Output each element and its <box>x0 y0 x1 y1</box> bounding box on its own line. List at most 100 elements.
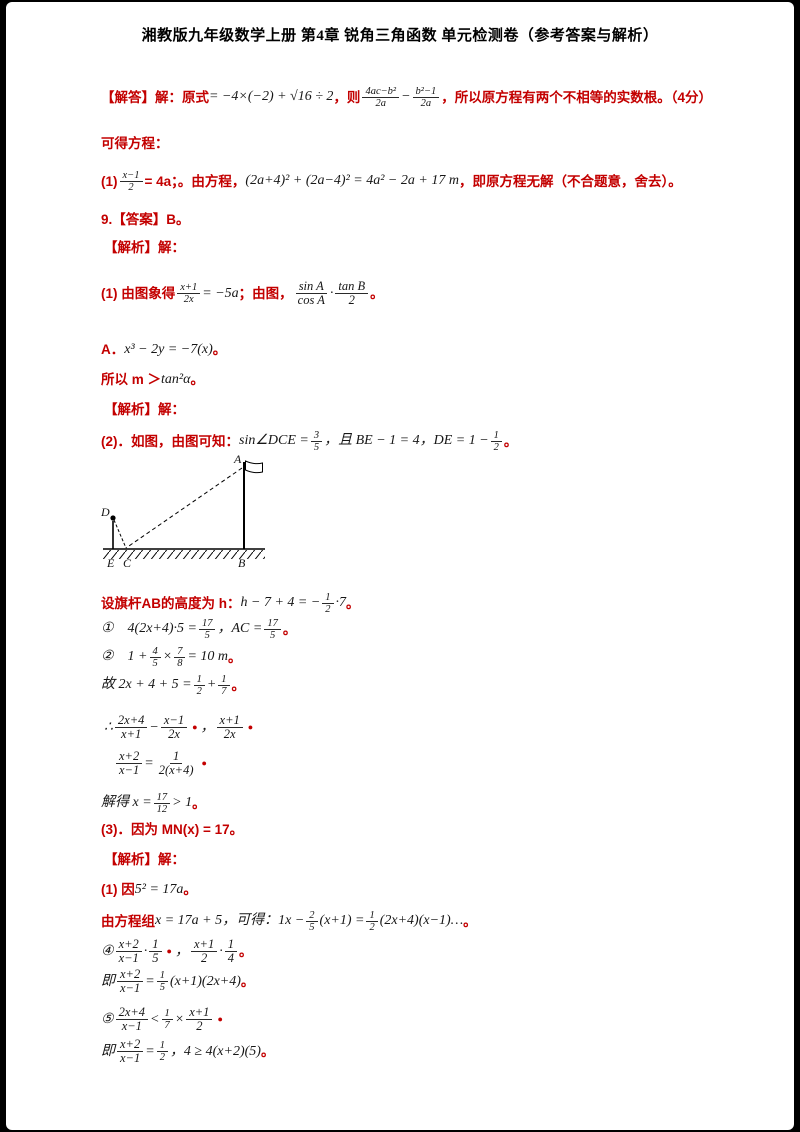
math-text: (2x+4)(x−1)… <box>379 913 464 929</box>
fraction: x+1 2 <box>186 1005 213 1033</box>
document-page: 湘教版九年级数学上册 第4章 锐角三角函数 单元检测卷（参考答案与解析） 【解答… <box>6 2 794 1130</box>
answer-text: 。 <box>370 285 384 301</box>
fraction-numerator: 1 <box>218 674 230 687</box>
solution-line: 可得方程： <box>101 136 169 152</box>
fraction-denominator: 5 <box>309 922 315 934</box>
fraction-denominator: x−1 <box>118 951 139 966</box>
fraction: 17 12 <box>153 792 171 816</box>
fraction-denominator: x−1 <box>121 1019 142 1034</box>
math-text: ，4 ≥ 4(x+2)(5) <box>169 1043 261 1059</box>
solution-line: 解得 x = 17 12 > 1。 <box>101 792 206 815</box>
fraction-numerator: x+2 <box>117 1037 144 1053</box>
fraction-numerator: 17 <box>153 792 171 805</box>
fraction-numerator: 1 <box>156 970 168 983</box>
math-text: ， <box>200 719 215 735</box>
fraction-numerator: x+1 <box>186 1005 213 1021</box>
math-text: = 10 m <box>187 649 229 665</box>
fraction-numerator: 1 <box>193 674 205 687</box>
fraction-numerator: sin A <box>295 279 327 295</box>
math-text: ① 4(2x+4)·5 = <box>101 621 197 637</box>
answer-text: 。 <box>238 943 253 959</box>
answer-text: (3)．因为 MN(x) = 17。 <box>101 822 244 837</box>
fraction: x+2 x−1 <box>115 937 142 966</box>
math-text: tan²α <box>161 372 191 387</box>
fraction-numerator: 4ac−b² <box>362 86 400 99</box>
fraction-denominator: 5 <box>159 982 165 994</box>
math-text: = <box>144 755 154 771</box>
fraction-numerator: x−1 <box>160 713 188 729</box>
fraction-denominator: x−1 <box>119 763 140 778</box>
solution-line: ① 4(2x+4)·5 = 17 5 ，AC = 17 5。 <box>101 618 296 641</box>
fraction-denominator: 5 <box>313 442 320 454</box>
fraction-numerator: 4 <box>149 646 161 659</box>
fraction-denominator: 2(x+4) <box>158 763 194 778</box>
fraction-numerator: x+1 <box>216 713 243 729</box>
flag-icon <box>245 460 263 474</box>
document-title: 湘教版九年级数学上册 第4章 锐角三角函数 单元检测卷（参考答案与解析） <box>141 28 659 44</box>
fraction-numerator: x+2 <box>115 937 142 953</box>
answer-text: 。 <box>228 649 242 665</box>
step-marker-dot: ● <box>217 1014 223 1025</box>
solution-line: 即 x+2 x−1 = 1 5 (x+1)(2x+4)。 <box>101 967 254 995</box>
math-text: = <box>145 973 155 989</box>
fraction: 4ac−b² 2a <box>362 86 400 109</box>
fraction-numerator: 1 <box>149 937 162 953</box>
fraction: b²−1 2a <box>412 86 440 109</box>
math-text: 即 <box>101 1043 115 1059</box>
math-text: × <box>174 1011 185 1027</box>
fraction-numerator: 1 <box>161 1008 173 1021</box>
fraction-denominator: 2 <box>325 604 331 616</box>
fraction-numerator: tan B <box>335 279 369 295</box>
fraction-denominator: 2x <box>183 294 194 306</box>
solution-line: 【解析】解： <box>104 402 185 418</box>
fraction-denominator: 5 <box>152 951 159 966</box>
point-label-c: C <box>123 556 132 570</box>
fraction: x−1 2x <box>160 713 188 742</box>
answer-text: 9.【答案】B。 <box>101 212 190 227</box>
answer-text: ；由图， <box>238 285 293 301</box>
fraction-numerator: b²−1 <box>412 86 440 99</box>
math-text: ∴ <box>104 719 113 735</box>
solution-line: 即 x+2 x−1 = 1 2 ，4 ≥ 4(x+2)(5)。 <box>101 1037 274 1065</box>
solution-line: (2)．如图，由图可知： sin∠DCE = 3 5 ，且 BE − 1 = 4，D… <box>101 430 517 453</box>
fraction-denominator: 7 <box>164 1020 170 1032</box>
flagpole-diagram: A D E C B <box>101 452 273 570</box>
solution-line: (1) x−1 2 = 4a；。由方程， (2a+4)² + (2a−4)² = … <box>101 170 682 193</box>
observer-sight-dashed <box>113 519 127 549</box>
math-text: sin∠DCE = <box>239 433 309 449</box>
fraction-numerator: 2 <box>306 910 318 923</box>
step-marker-dot: ● <box>192 722 198 733</box>
answer-text: 。 <box>346 595 360 611</box>
fraction-numerator: x+2 <box>116 749 143 765</box>
math-text: · <box>219 943 223 959</box>
answer-text: (1) 由图象得 <box>101 285 176 301</box>
fraction-denominator: 5 <box>152 658 158 670</box>
fraction: 1 2(x+4) <box>156 749 197 778</box>
answer-text: 可得方程： <box>101 136 169 151</box>
solution-line: 【解答】解：原式 = −4×(−2) + √16 ÷ 2 ，则 4ac−b² 2a … <box>101 86 712 109</box>
fraction-denominator: 2 <box>159 1052 165 1064</box>
answer-text: A． <box>101 342 125 358</box>
fraction-denominator: 2x <box>168 727 180 742</box>
answer-text: 设旗杆AB的高度为 h： <box>101 595 241 611</box>
fraction: x−1 2 <box>119 170 143 193</box>
fraction-denominator: 2x <box>223 727 236 742</box>
fraction-denominator: 12 <box>156 804 168 816</box>
fraction-denominator: 7 <box>221 686 227 698</box>
math-text: > 1 <box>172 795 193 811</box>
answer-text: 。 <box>282 621 297 637</box>
math-text: 即 <box>101 973 115 989</box>
answer-text: 。 <box>503 433 518 449</box>
fraction-numerator: 17 <box>264 618 281 631</box>
fraction: 17 5 <box>198 618 216 641</box>
answer-text: 。 <box>192 795 206 811</box>
